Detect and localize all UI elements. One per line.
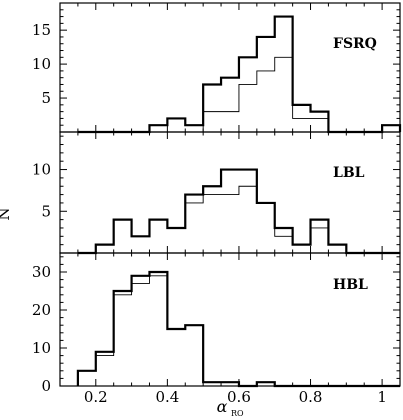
y-tick-label: 10	[32, 339, 51, 357]
panel-label: FSRQ	[333, 36, 377, 52]
x-tick-label: 0.4	[155, 388, 179, 406]
histogram-series-thin	[77, 275, 400, 387]
panel-label: LBL	[333, 165, 365, 181]
x-tick-label: 0.8	[299, 388, 323, 406]
histogram-series-thin	[77, 185, 400, 254]
panel-frame	[59, 2, 401, 133]
x-axis-label-subscript: RO	[231, 409, 244, 418]
y-tick-label: 10	[32, 55, 51, 73]
panel-label: HBL	[333, 277, 368, 293]
histogram-series-thick	[77, 15, 402, 134]
y-tick-label: 5	[41, 202, 51, 220]
x-tick-label: 1	[377, 388, 387, 406]
panel-frame	[59, 131, 401, 254]
y-tick-label: 20	[32, 301, 51, 319]
x-axis-label: α	[217, 397, 228, 416]
histogram-series-thick	[77, 168, 400, 255]
x-tick-label: 0.2	[84, 388, 108, 406]
y-tick-label: 0	[41, 377, 51, 395]
y-tick-label: 30	[32, 263, 51, 281]
y-tick-label: 10	[32, 161, 51, 179]
panel-frame	[59, 252, 401, 387]
y-axis-label: N	[0, 207, 13, 220]
x-tick-label: 0.6	[227, 388, 251, 406]
y-tick-label: 15	[32, 21, 51, 39]
y-tick-label: 5	[41, 89, 51, 107]
